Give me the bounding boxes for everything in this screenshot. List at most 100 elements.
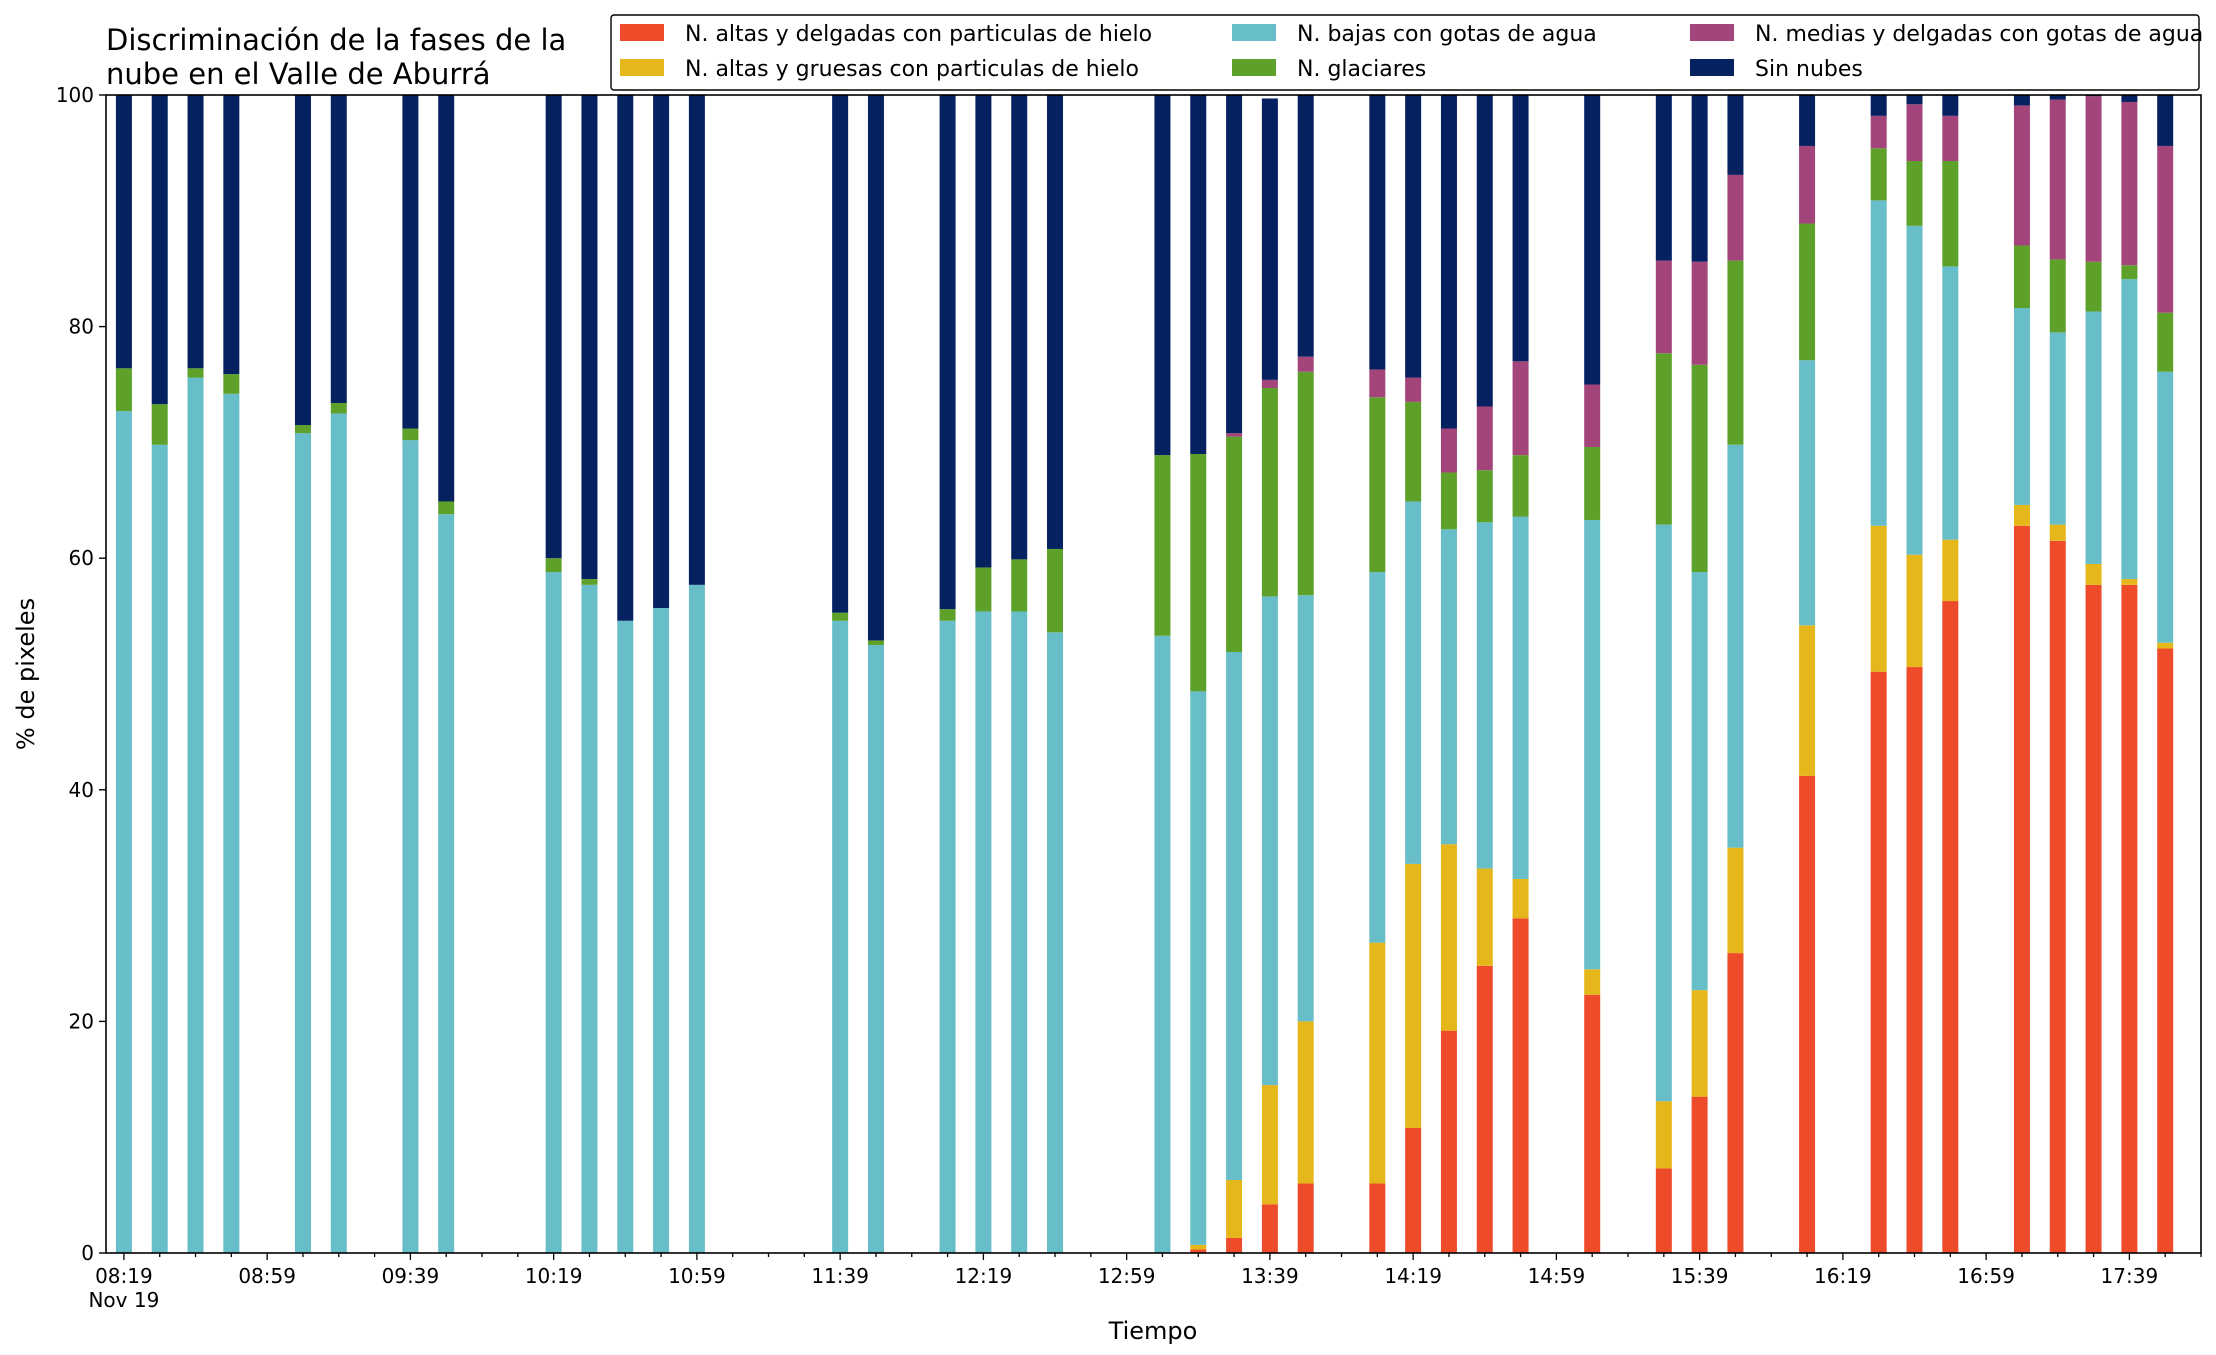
bar-segment	[688, 584, 705, 1253]
bar-stack	[1655, 95, 1672, 1253]
bar-segment	[2121, 265, 2138, 280]
bar-segment	[581, 95, 598, 580]
bar-stack	[1154, 95, 1171, 1253]
bar-segment	[1369, 397, 1386, 573]
legend-item: N. bajas con gotas de agua	[1232, 22, 1597, 47]
bar-segment	[1369, 369, 1386, 398]
x-axis-label: Tiempo	[1108, 1317, 1198, 1345]
bar-segment	[1799, 145, 1816, 224]
x-tick-label: 12:59	[1098, 1264, 1156, 1288]
bar-segment	[653, 95, 670, 608]
legend-swatch	[620, 24, 664, 41]
bar-stack	[187, 95, 204, 1253]
bar-stack	[581, 95, 598, 1253]
bar-segment	[939, 609, 956, 621]
bar-segment	[1297, 1183, 1314, 1253]
bar-segment	[294, 433, 311, 1253]
legend-item: N. glaciares	[1232, 57, 1426, 82]
bar-segment	[1799, 95, 1816, 146]
bar-segment	[1440, 1030, 1457, 1253]
bar-segment	[1942, 539, 1959, 602]
bar-segment	[1261, 387, 1278, 597]
bar-segment	[2013, 504, 2030, 526]
bar-segment	[402, 440, 419, 1254]
bar-segment	[1476, 406, 1493, 471]
bar-stack	[151, 95, 168, 1254]
bar-stack	[2121, 95, 2138, 1253]
bar-segment	[2049, 540, 2066, 1253]
bar-segment	[2121, 279, 2138, 580]
bar-segment	[1405, 863, 1422, 1128]
bar-stack	[832, 95, 849, 1253]
bar-segment	[1405, 401, 1422, 502]
bar-segment	[1476, 868, 1493, 966]
bar-stack	[2013, 95, 2030, 1253]
legend-item: N. altas y gruesas con particulas de hie…	[620, 57, 1139, 82]
bar-segment	[617, 620, 634, 1253]
bar-segment	[1154, 635, 1171, 1253]
x-tick-label: 08:59	[238, 1264, 296, 1288]
bar-segment	[1942, 95, 1959, 116]
bar-segment	[939, 95, 956, 610]
x-tick-label: 17:39	[2101, 1264, 2159, 1288]
bar-segment	[1297, 356, 1314, 372]
bar-segment	[1405, 377, 1422, 402]
bar-segment	[1727, 174, 1744, 261]
bar-segment	[1870, 200, 1887, 526]
bar-segment	[975, 611, 992, 1253]
bar-stack	[545, 95, 562, 1253]
bar-segment	[1655, 95, 1672, 261]
bar-stack	[617, 95, 634, 1253]
legend-swatch	[1232, 24, 1276, 41]
bar-segment	[1226, 652, 1243, 1181]
bar-segment	[1655, 524, 1672, 1102]
x-tick-sublabel: Nov 19	[88, 1288, 159, 1312]
bar-stack	[1942, 95, 1959, 1253]
bar-segment	[1440, 428, 1457, 473]
bar-stack	[330, 95, 347, 1253]
bar-segment	[1476, 522, 1493, 869]
bar-segment	[1476, 470, 1493, 523]
bar-segment	[1691, 1096, 1708, 1253]
bar-segment	[402, 428, 419, 441]
bar-segment	[1047, 632, 1064, 1253]
x-tick-label: 10:59	[668, 1264, 726, 1288]
bar-segment	[2157, 371, 2174, 643]
bar-segment	[1727, 847, 1744, 954]
bar-segment	[1369, 942, 1386, 1184]
legend-label: N. bajas con gotas de agua	[1297, 22, 1597, 47]
bar-segment	[1226, 1237, 1243, 1253]
bar-segment	[2157, 312, 2174, 372]
bar-segment	[1584, 994, 1601, 1253]
bar-segment	[2121, 101, 2138, 266]
bar-segment	[581, 579, 598, 585]
bar-segment	[2085, 311, 2102, 564]
bar-segment	[1011, 95, 1028, 560]
legend-swatch	[1690, 59, 1734, 76]
bar-segment	[975, 567, 992, 612]
bar-stack	[402, 95, 419, 1254]
bar-segment	[1584, 447, 1601, 520]
legend-label: N. glaciares	[1297, 57, 1426, 82]
legend-box	[610, 14, 2200, 91]
bar-segment	[1190, 1249, 1207, 1253]
bar-segment	[1297, 371, 1314, 596]
bar-stack	[1369, 95, 1386, 1253]
bar-segment	[1906, 554, 1923, 668]
bar-segment	[1870, 671, 1887, 1253]
bar-segment	[2085, 96, 2102, 262]
bar-segment	[1727, 444, 1744, 848]
bar-stack	[1047, 95, 1064, 1253]
bar-segment	[1942, 266, 1959, 540]
x-axis: 08:19 08:59 09:39 10:19 10:59 11:39 12:19 12:59…	[88, 1253, 2202, 1312]
legend-item: Sin nubes	[1690, 57, 1863, 82]
bar-segment	[1405, 95, 1422, 378]
bar-segment	[1512, 918, 1529, 1253]
y-axis-label: % de pixeles	[12, 598, 40, 750]
bar-segment	[187, 368, 204, 378]
bar-segment	[1047, 95, 1064, 549]
bar-stack	[1011, 95, 1028, 1253]
x-tick-label: 14:19	[1384, 1264, 1442, 1288]
bar-segment	[545, 572, 562, 1253]
